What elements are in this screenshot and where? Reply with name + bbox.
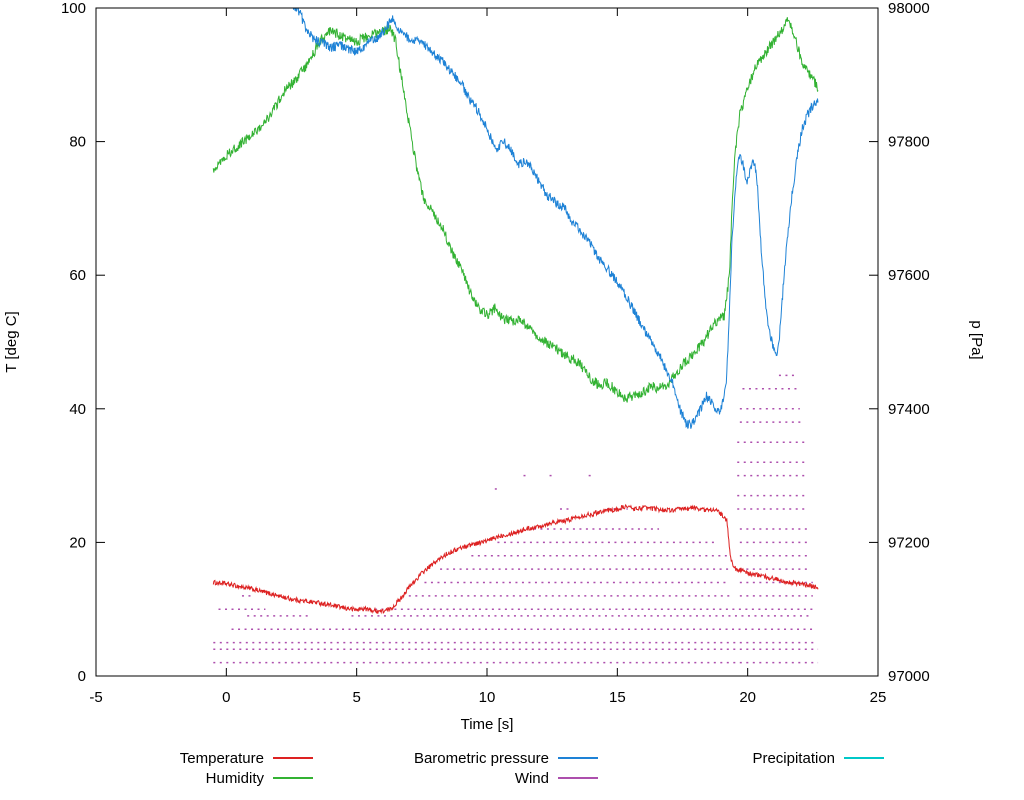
legend-label-humidity: Humidity [205,769,264,787]
x-tick-label: 0 [222,689,230,706]
y-left-tick-label: 80 [69,134,86,151]
x-tick-label: 10 [479,689,496,706]
y-left-tick-label: 100 [61,0,86,17]
y-right-tick-label: 98000 [888,0,930,17]
legend-line-temperature [273,757,313,759]
series-barometric-pressure [292,8,819,429]
y-right-tick-label: 97200 [888,534,930,551]
y-right-tick-label: 97400 [888,401,930,418]
legend-line-wind [558,777,598,779]
y-left-tick-label: 0 [78,668,86,685]
y-right-tick-label: 97600 [888,267,930,284]
legend-row: Temperature Barometric pressure Precipit… [0,748,1024,768]
chart-legend: Temperature Barometric pressure Precipit… [0,748,1024,788]
y-left-tick-label: 60 [69,267,86,284]
y-left-tick-label: 40 [69,401,86,418]
series-wind [213,374,819,664]
legend-line-precipitation [844,757,884,759]
plot-area: -5 0 5 10 15 20 250204060801009700097200974009… [61,0,930,706]
x-tick-label: 25 [870,689,887,706]
legend-item-wind: Wind [313,768,598,788]
legend-row: Humidity Wind [0,768,1024,788]
series-temperature [212,503,819,615]
legend-label-wind: Wind [514,769,549,787]
x-tick-label: 15 [609,689,626,706]
legend-line-barometric-pressure [558,757,598,759]
legend-item-empty [598,768,884,788]
x-axis-title: Time [s] [461,716,514,733]
legend-label-barometric-pressure: Barometric pressure [413,749,549,767]
x-tick-label: 5 [352,689,360,706]
series-humidity [212,17,819,403]
legend-item-barometric-pressure: Barometric pressure [313,748,598,768]
legend-label-temperature: Temperature [179,749,264,767]
legend-line-humidity [273,777,313,779]
y-axis-title-right: p [Pa] [968,320,985,359]
legend-item-precipitation: Precipitation [598,748,884,768]
legend-label-precipitation: Precipitation [752,749,835,767]
y-right-tick-label: 97800 [888,134,930,151]
x-tick-label: 20 [739,689,756,706]
y-right-tick-label: 97000 [888,668,930,685]
y-left-tick-label: 20 [69,534,86,551]
legend-item-temperature: Temperature [0,748,313,768]
x-tick-label: -5 [89,689,102,706]
plot-svg: -5 0 5 10 15 20 250204060801009700097200974009… [3,0,985,733]
legend-item-humidity: Humidity [0,768,313,788]
y-axis-title-left: T [deg C] [3,311,20,372]
